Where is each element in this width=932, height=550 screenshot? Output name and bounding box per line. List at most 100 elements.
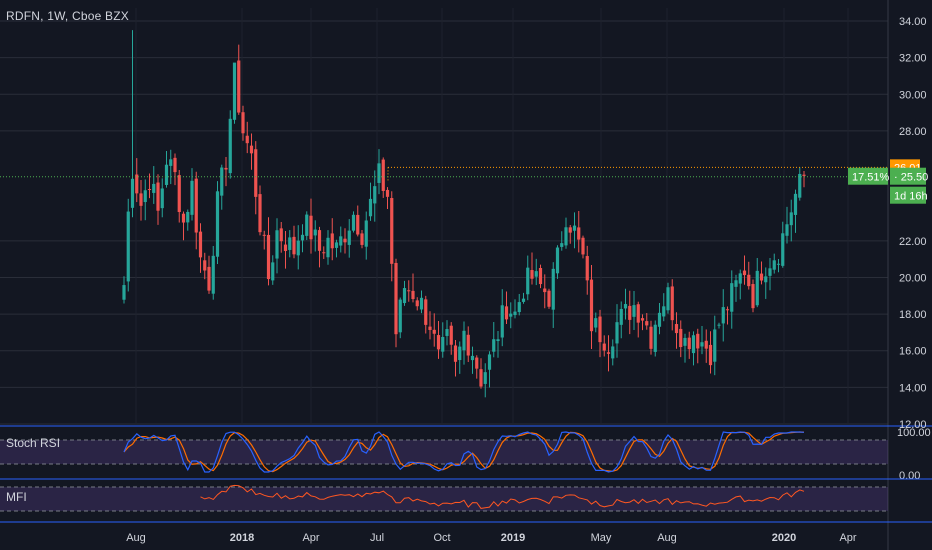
candle-body: [237, 60, 241, 113]
candle-body: [606, 352, 611, 354]
candle-body: [768, 268, 772, 276]
candle-body: [802, 174, 806, 176]
candle-body: [615, 322, 619, 344]
candle-body: [419, 297, 424, 310]
price-tick-label: 20.00: [899, 272, 927, 284]
candle-body: [326, 237, 330, 258]
candle-body: [462, 330, 466, 351]
price-tick-label: 32.00: [899, 53, 927, 65]
price-tick-label: 12.00: [899, 419, 927, 431]
candle-body: [764, 276, 768, 283]
candle-body: [776, 263, 781, 265]
candle-body: [500, 305, 504, 338]
time-label: 2019: [501, 532, 525, 544]
candle-body: [547, 290, 551, 307]
candle-body: [487, 354, 492, 370]
candle-body: [364, 220, 368, 247]
change-badge-label: 17.51%: [852, 172, 890, 184]
candle-body: [432, 329, 436, 334]
stoch-k-line: [123, 431, 805, 473]
candle-body: [203, 260, 207, 271]
candle-body: [330, 233, 334, 249]
candle-body: [577, 227, 581, 240]
candle-body: [543, 288, 547, 293]
candle-body: [538, 267, 543, 285]
candle-body: [245, 135, 249, 144]
candle-body: [696, 333, 700, 349]
candle-body: [492, 339, 496, 352]
time-label: Apr: [302, 532, 319, 544]
candle-body: [666, 287, 670, 311]
candle-body: [470, 355, 475, 361]
candle-body: [717, 324, 721, 326]
candle-body: [445, 329, 449, 336]
candle-body: [424, 299, 428, 325]
candle-body: [772, 260, 776, 270]
candle-body: [526, 267, 530, 295]
candle-body: [428, 326, 432, 330]
candle-body: [517, 302, 521, 313]
candle-body: [394, 262, 398, 335]
candle-body: [279, 228, 283, 242]
candle-body: [594, 318, 598, 328]
price-axis: 34.00 32.00 30.00 28.00 22.00 20.00 18.00 16.00…: [848, 16, 928, 431]
candle-body: [534, 271, 538, 277]
candle-body: [390, 198, 394, 264]
time-axis: Aug 2018 Apr Jul Oct 2019 May Aug 2020 Apr: [126, 532, 857, 544]
candle-body: [177, 175, 181, 213]
candle-body: [156, 182, 160, 211]
candle-body: [385, 189, 390, 197]
candle-body: [551, 268, 555, 310]
mfi-label: MFI: [6, 490, 27, 504]
candle-body: [292, 236, 296, 255]
candle-body: [224, 167, 228, 170]
candle-body: [674, 324, 679, 334]
candle-body: [232, 62, 237, 120]
last-price-badge-label: · 25.50: [894, 172, 928, 184]
candle-body: [458, 346, 462, 361]
price-lines: [0, 166, 888, 181]
candle-body: [623, 304, 628, 309]
candle-body: [368, 198, 373, 217]
candle-body: [598, 316, 602, 343]
candle-body: [262, 234, 266, 236]
stoch-d-line: [123, 431, 805, 473]
time-label: Oct: [433, 532, 450, 544]
candle-body: [309, 215, 313, 240]
candle-body: [793, 193, 798, 215]
candle-body: [657, 312, 662, 327]
candles[interactable]: [122, 30, 806, 398]
candle-body: [653, 324, 657, 352]
candle-body: [589, 279, 594, 332]
candle-body: [135, 174, 139, 194]
candle-body: [402, 288, 407, 304]
candle-body: [713, 329, 717, 362]
countdown-badge: [890, 186, 926, 204]
candle-body: [143, 190, 147, 203]
candle-body: [521, 298, 526, 302]
candle-body: [708, 344, 713, 366]
candle-body: [322, 252, 326, 254]
price-tick-label: 16.00: [899, 346, 927, 358]
candle-body: [751, 284, 755, 309]
candle-body: [479, 369, 483, 387]
candle-body: [628, 305, 632, 320]
mfi-band: [0, 487, 888, 511]
candle-body: [411, 290, 415, 300]
candle-body: [555, 247, 560, 274]
candle-body: [381, 159, 385, 191]
candle-body: [164, 164, 169, 185]
candle-body: [194, 178, 198, 233]
candle-body: [173, 157, 177, 173]
candle-body: [275, 230, 279, 259]
stoch-band: [0, 440, 888, 464]
candle-body: [334, 242, 339, 248]
candle-body: [220, 167, 224, 196]
candle-body: [632, 305, 636, 317]
candle-body: [560, 243, 564, 247]
candle-body: [530, 270, 534, 279]
stoch-tick-0: 0.00: [899, 470, 920, 482]
candle-body: [300, 234, 305, 241]
